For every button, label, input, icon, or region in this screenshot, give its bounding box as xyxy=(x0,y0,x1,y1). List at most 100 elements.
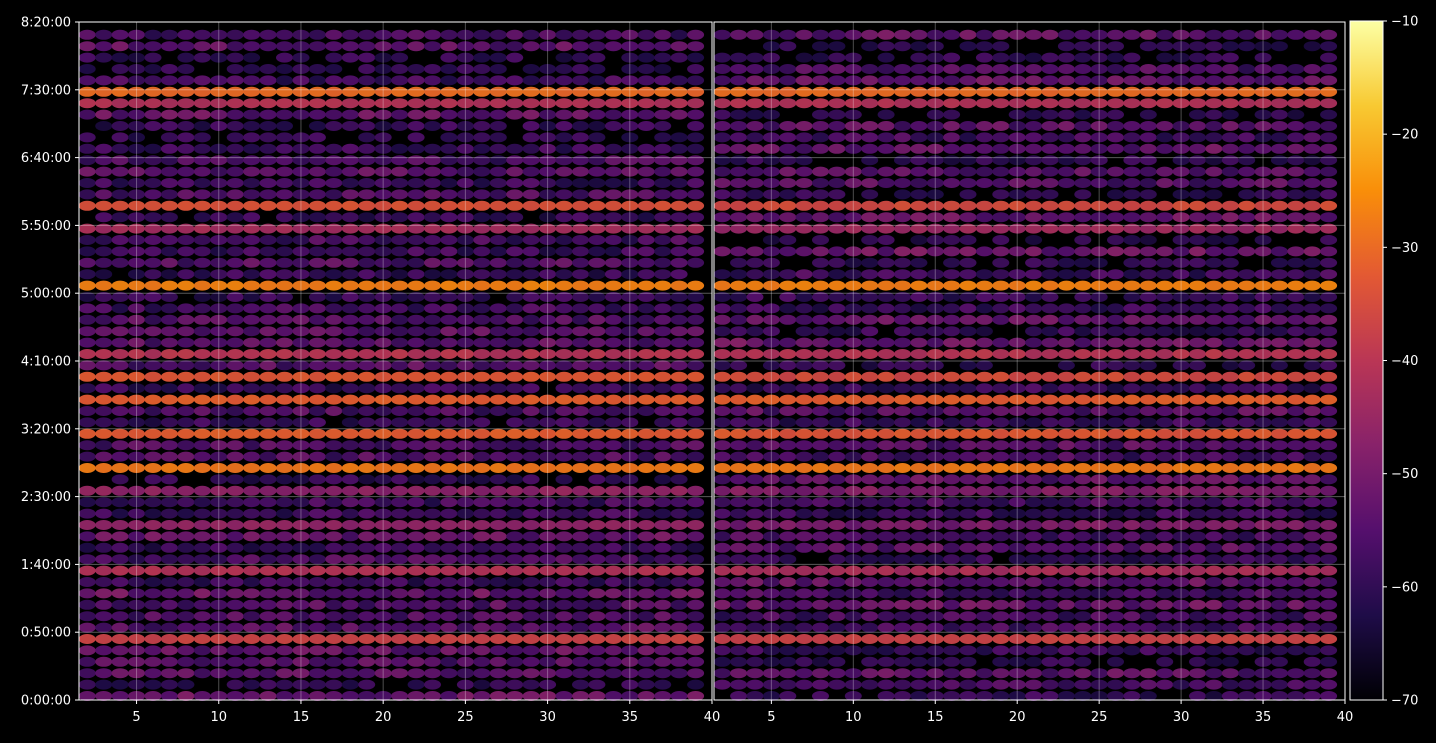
heatmap-cell xyxy=(828,497,846,508)
heatmap-cell xyxy=(489,542,507,553)
heatmap-cell xyxy=(259,622,277,633)
heatmap-cell xyxy=(78,86,96,97)
heatmap-cell xyxy=(828,86,846,97)
heatmap-cell xyxy=(670,235,688,245)
heatmap-cell xyxy=(78,668,96,679)
heatmap-cell xyxy=(779,280,797,291)
heatmap-cell xyxy=(779,542,797,553)
heatmap-cell xyxy=(506,611,524,622)
heatmap-cell xyxy=(473,86,491,97)
heatmap-cell xyxy=(243,440,261,451)
heatmap-cell xyxy=(160,189,178,200)
heatmap-cell xyxy=(621,303,639,314)
heatmap-cell xyxy=(1139,565,1157,576)
heatmap-cell xyxy=(992,200,1010,211)
heatmap-cell xyxy=(828,257,846,268)
heatmap-cell xyxy=(762,508,780,519)
heatmap-cell xyxy=(506,269,524,280)
heatmap-cell xyxy=(1254,121,1272,131)
heatmap-cell xyxy=(844,280,862,291)
heatmap-cell xyxy=(424,451,441,462)
heatmap-cell xyxy=(259,463,277,473)
heatmap-cell xyxy=(894,349,911,359)
heatmap-cell xyxy=(111,246,129,257)
heatmap-cell xyxy=(539,645,557,656)
heatmap-cell xyxy=(325,212,343,223)
heatmap-cell xyxy=(687,371,705,382)
heatmap-cell xyxy=(160,29,178,40)
heatmap-cell xyxy=(943,292,961,302)
heatmap-cell xyxy=(637,121,655,131)
heatmap-cell xyxy=(1189,314,1206,325)
heatmap-cell xyxy=(128,679,145,690)
heatmap-cell xyxy=(144,520,162,530)
heatmap-cell xyxy=(424,691,441,701)
heatmap-cell xyxy=(325,314,343,325)
heatmap-cell xyxy=(160,588,178,599)
heatmap-cell xyxy=(95,98,113,109)
heatmap-cell xyxy=(604,474,622,485)
heatmap-cell xyxy=(730,656,748,667)
heatmap-cell xyxy=(762,303,780,314)
heatmap-cell xyxy=(308,599,326,610)
heatmap-cell xyxy=(604,246,622,257)
heatmap-cell xyxy=(1254,622,1272,633)
heatmap-cell xyxy=(489,326,507,337)
heatmap-cell xyxy=(259,599,277,610)
heatmap-cell xyxy=(992,314,1010,325)
heatmap-cell xyxy=(374,280,392,291)
heatmap-cell xyxy=(762,75,780,86)
heatmap-cell xyxy=(489,200,507,211)
heatmap-cell xyxy=(539,314,557,325)
heatmap-cell xyxy=(506,497,524,508)
heatmap-cell xyxy=(1123,52,1141,63)
heatmap-cell xyxy=(1221,371,1239,382)
heatmap-cell xyxy=(812,189,829,200)
heatmap-cell xyxy=(144,98,162,109)
heatmap-cell xyxy=(1041,508,1059,519)
heatmap-cell xyxy=(489,132,507,143)
heatmap-cell xyxy=(1287,178,1305,188)
heatmap-cell xyxy=(456,235,474,245)
x-tick-label: 25 xyxy=(457,710,474,725)
heatmap-cell xyxy=(1074,212,1092,223)
heatmap-cell xyxy=(1139,75,1157,86)
heatmap-cell xyxy=(795,474,813,485)
heatmap-cell xyxy=(975,497,993,508)
heatmap-cell xyxy=(1123,189,1141,200)
heatmap-cell xyxy=(128,98,145,109)
heatmap-cell xyxy=(358,565,376,576)
heatmap-cell xyxy=(713,383,731,394)
heatmap-cell xyxy=(992,656,1010,667)
heatmap-cell xyxy=(812,257,829,268)
heatmap-cell xyxy=(1025,109,1043,120)
heatmap-cell xyxy=(1205,52,1223,63)
heatmap-cell xyxy=(276,280,293,291)
heatmap-cell xyxy=(1041,440,1059,451)
heatmap-cell xyxy=(926,451,944,462)
heatmap-cell xyxy=(1041,691,1059,701)
heatmap-cell xyxy=(1139,588,1157,599)
heatmap-cell xyxy=(489,383,507,394)
heatmap-cell xyxy=(341,257,359,268)
heatmap-cell xyxy=(844,691,862,701)
heatmap-cell xyxy=(177,86,195,97)
heatmap-cell xyxy=(1172,645,1190,656)
heatmap-cell xyxy=(1107,360,1124,371)
heatmap-cell xyxy=(1107,394,1124,405)
heatmap-cell xyxy=(325,349,343,359)
heatmap-cell xyxy=(943,463,961,473)
heatmap-cell xyxy=(95,508,113,519)
heatmap-cell xyxy=(910,485,928,496)
heatmap-cell xyxy=(621,314,639,325)
heatmap-cell xyxy=(621,292,639,302)
heatmap-cell xyxy=(779,691,797,701)
heatmap-cell xyxy=(160,371,178,382)
heatmap-cell xyxy=(1090,508,1108,519)
heatmap-cell xyxy=(877,360,895,371)
heatmap-cell xyxy=(975,314,993,325)
heatmap-cell xyxy=(926,212,944,223)
heatmap-cell xyxy=(160,257,178,268)
heatmap-cell xyxy=(746,428,764,439)
heatmap-cell xyxy=(795,189,813,200)
